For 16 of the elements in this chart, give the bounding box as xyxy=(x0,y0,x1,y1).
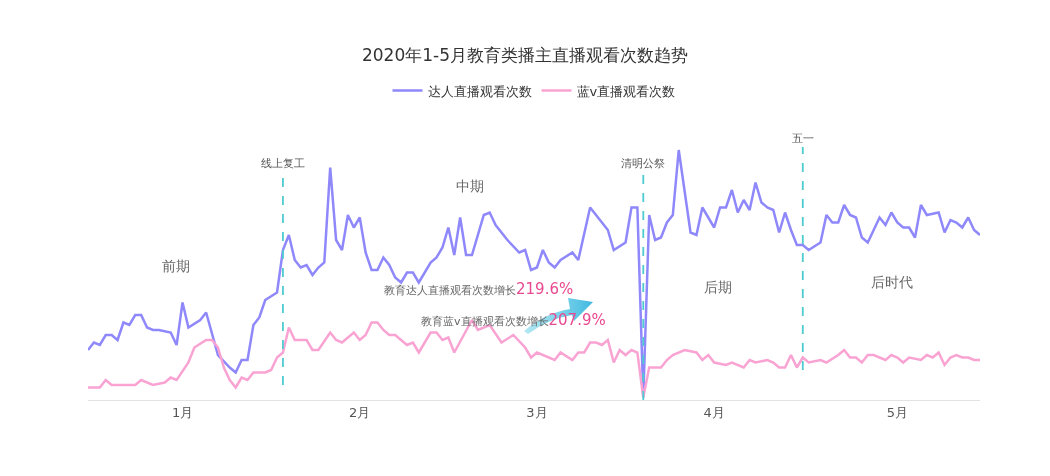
chart-title: 2020年1-5月教育类播主直播观看次数趋势 xyxy=(361,44,689,65)
x-tick-label: 1月 xyxy=(171,404,194,420)
annotation: 中期 xyxy=(456,178,484,194)
x-tick-label: 3月 xyxy=(526,404,548,420)
x-tick-label: 2月 xyxy=(349,404,371,420)
legend-label: 达人直播观看次数 xyxy=(427,83,532,99)
legend-label: 蓝v直播观看次数 xyxy=(576,83,676,99)
ref-line-label: 线上复工 xyxy=(261,157,305,170)
x-tick-label: 5月 xyxy=(886,404,908,420)
annotation: 后时代 xyxy=(871,274,913,290)
annotation: 后期 xyxy=(704,279,732,295)
ref-line-label: 五一 xyxy=(792,132,814,145)
x-tick-label: 4月 xyxy=(703,404,725,420)
annotation: 前期 xyxy=(162,258,190,274)
ref-line-label: 清明公祭 xyxy=(621,157,665,170)
annotation: 教育达人直播观看次数增长219.6% xyxy=(384,280,574,298)
